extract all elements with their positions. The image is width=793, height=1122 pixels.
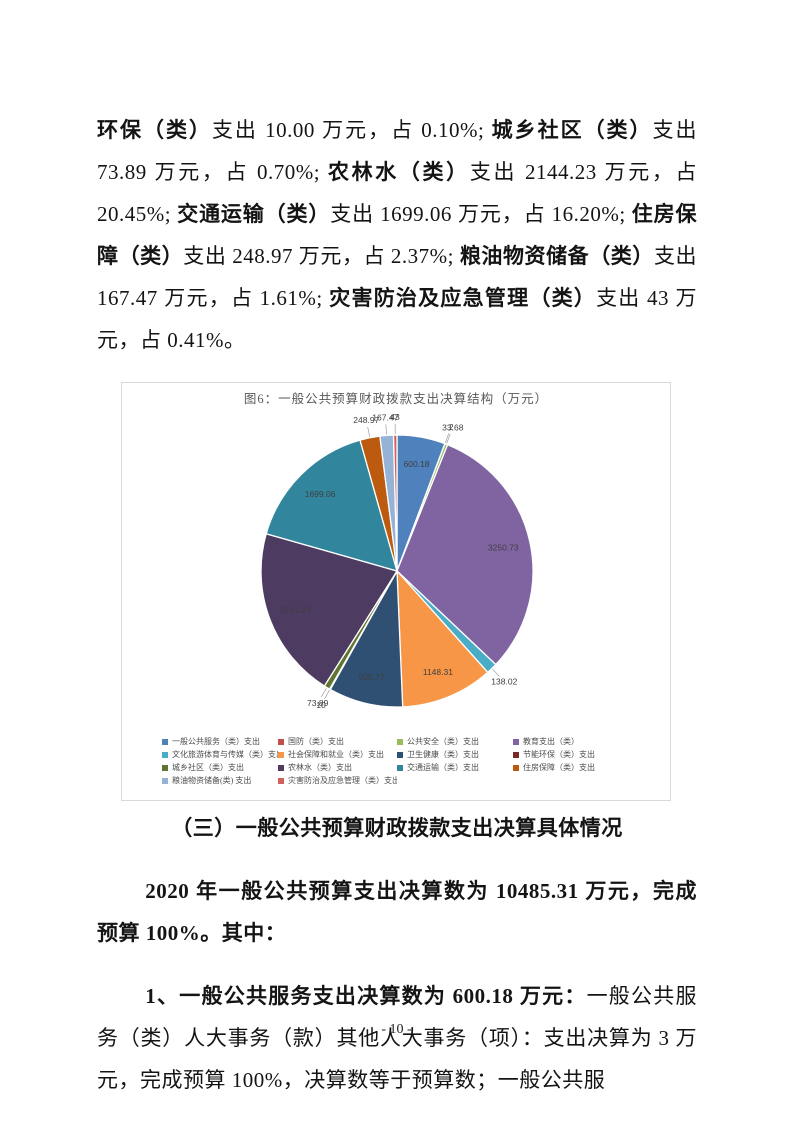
legend-item-5: 社会保障和就业（类）支出 — [278, 750, 397, 760]
data-label-11: 248.97 — [353, 415, 379, 425]
text-run: 一般公共服务（类）人大事务（款）其他人大事务（项）：支出决算为 3 万元，完成预… — [97, 984, 698, 1092]
legend-label: 灾害防治及应急管理（类）支出 — [288, 776, 397, 785]
legend-item-9: 农林水（类）支出 — [278, 763, 397, 773]
text-run: 1、一般公共服务支出决算数为 600.18 万元： — [145, 984, 587, 1008]
text-run: 住房保障（类） — [97, 202, 698, 268]
data-label-4: 138.02 — [491, 676, 517, 686]
body-paragraph-3: 1、一般公共服务支出决算数为 600.18 万元：一般公共服务（类）人大事务（款… — [97, 975, 697, 1101]
legend-item-3: 教育支出（类） — [513, 737, 664, 747]
data-label-1: 2 — [449, 422, 454, 432]
legend-swatch-icon — [513, 765, 519, 771]
data-label-6: 925.77 — [359, 672, 385, 682]
legend-swatch-icon — [278, 752, 284, 758]
legend-swatch-icon — [397, 765, 403, 771]
legend-label: 农林水（类）支出 — [288, 763, 352, 772]
body-paragraph-2: 2020 年一般公共预算支出决算数为 10485.31 万元，完成预算 100%… — [97, 870, 697, 954]
legend-label: 社会保障和就业（类）支出 — [288, 750, 384, 759]
text-run: 支出 2144.23 万元，占 20.45%; — [97, 160, 698, 226]
legend-label: 国防（类）支出 — [288, 737, 344, 746]
text-run: 城乡社区（类） — [491, 118, 653, 142]
label-leader-line — [492, 668, 500, 677]
text-run: 灾害防治及应急管理（类） — [329, 286, 597, 310]
legend-label: 粮油物资储备(类) 支出 — [172, 776, 252, 785]
data-label-5: 1148.31 — [423, 667, 453, 677]
data-label-2: 33.68 — [442, 423, 464, 433]
legend-swatch-icon — [513, 752, 519, 758]
label-leader-line — [367, 426, 370, 437]
data-label-3: 3250.73 — [488, 543, 519, 553]
legend-item-13: 灾害防治及应急管理（类）支出 — [278, 776, 397, 786]
text-run: 农林水（类） — [328, 160, 470, 184]
data-label-10: 1699.06 — [305, 489, 336, 499]
data-label-7: 10 — [316, 700, 326, 710]
legend-swatch-icon — [278, 778, 284, 784]
label-leader-line — [445, 433, 450, 443]
pie-slice-10 — [265, 439, 398, 572]
data-label-9: 2144.23 — [280, 605, 311, 615]
legend-item-10: 交通运输（类）支出 — [397, 763, 513, 773]
pie-slice-5 — [396, 569, 489, 708]
label-leader-line — [385, 424, 387, 435]
chart-title: 图6：一般公共预算财政拨款支出决算结构（万元） — [243, 392, 549, 406]
text-run: 环保（类） — [97, 118, 212, 142]
pie-slice-9 — [260, 532, 399, 687]
legend-item-2: 公共安全（类）支出 — [397, 737, 513, 747]
text-run: 2020 年一般公共预算支出决算数为 10485.31 万元，完成预算 100%… — [97, 879, 697, 945]
text-run: 交通运输（类） — [177, 202, 331, 226]
data-label-0: 600.18 — [404, 459, 430, 469]
legend-swatch-icon — [278, 739, 284, 745]
legend-swatch-icon — [162, 739, 168, 745]
legend-item-12: 粮油物资储备(类) 支出 — [162, 776, 278, 786]
text-run: 支出 248.97 万元，占 2.37%; — [183, 244, 460, 268]
legend-swatch-icon — [513, 739, 519, 745]
legend-label: 节能环保（类）支出 — [523, 750, 595, 759]
section-heading: （三）一般公共预算财政拨款支出决算具体情况 — [171, 816, 623, 840]
legend-swatch-icon — [278, 765, 284, 771]
label-leader-line — [324, 690, 330, 700]
text-run: 支出 167.47 万元，占 1.61%; — [97, 244, 698, 310]
label-leader-line — [446, 433, 451, 444]
text-run: 支出 43 万元，占 0.41%。 — [97, 286, 698, 352]
data-label-12: 167.47 — [372, 412, 398, 422]
legend-swatch-icon — [162, 752, 168, 758]
legend-item-6: 卫生健康（类）支出 — [397, 750, 513, 760]
legend-label: 教育支出（类） — [523, 737, 579, 746]
pie-slice-13 — [392, 434, 398, 572]
legend-item-11: 住房保障（类）支出 — [513, 763, 664, 773]
body-paragraph-1: 环保（类）支出 10.00 万元，占 0.10%; 城乡社区（类）支出 73.8… — [97, 109, 697, 361]
legend-swatch-icon — [397, 752, 403, 758]
data-label-13: 43 — [390, 412, 400, 422]
legend-label: 城乡社区（类）支出 — [172, 763, 244, 772]
legend-label: 卫生健康（类）支出 — [407, 750, 479, 759]
pie-chart: 600.18 233.68 3250.73 138.02 1148.31 925.77 10… — [260, 412, 534, 710]
legend-item-0: 一般公共服务（类）支出 — [162, 737, 278, 747]
page-number: - 10 - — [381, 1022, 412, 1037]
legend-label: 住房保障（类）支出 — [523, 763, 595, 772]
pie-slice-3 — [396, 443, 534, 666]
legend-swatch-icon — [162, 765, 168, 771]
legend-label: 文化旅游体育与传媒（类）支出 — [172, 750, 278, 759]
chart-legend: 一般公共服务（类）支出 国防（类）支出 公共安全（类）支出 教育支出（类） 文化旅游体育… — [162, 737, 664, 786]
figure-6: 图6：一般公共预算财政拨款支出决算结构（万元） 600.18 2 33.68 3250… — [121, 382, 671, 801]
legend-label: 交通运输（类）支出 — [407, 763, 479, 772]
legend-item-8: 城乡社区（类）支出 — [162, 763, 278, 773]
legend-item-4: 文化旅游体育与传媒（类）支出 — [162, 750, 278, 760]
data-label-8: 73.89 — [307, 698, 329, 708]
legend-label: 公共安全（类）支出 — [407, 737, 479, 746]
legend-swatch-icon — [162, 778, 168, 784]
text-run: 支出 73.89 万元，占 0.70%; — [97, 118, 698, 184]
legend-label: 一般公共服务（类）支出 — [172, 737, 260, 746]
label-leader-line — [321, 688, 327, 698]
text-run: 支出 10.00 万元，占 0.10%; — [211, 118, 492, 142]
text-run: 粮油物资储备（类） — [459, 244, 654, 268]
legend-item-7: 节能环保（类）支出 — [513, 750, 664, 760]
text-run: 支出 1699.06 万元，占 16.20%; — [330, 202, 632, 226]
legend-item-1: 国防（类）支出 — [278, 737, 397, 747]
legend-swatch-icon — [397, 739, 403, 745]
